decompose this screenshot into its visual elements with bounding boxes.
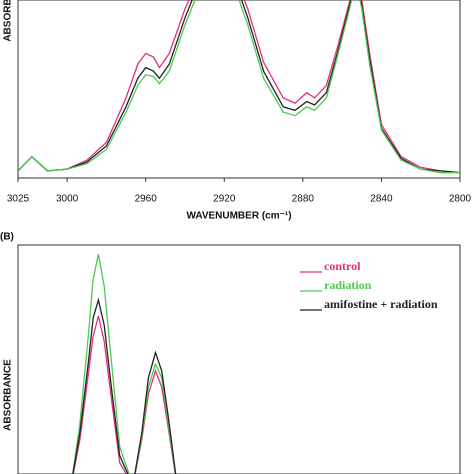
y-axis-label: ABSORB [3,0,14,42]
x-tick-label: 2840 [370,194,393,205]
plot-frame [17,0,461,179]
spectrum-line [18,0,460,174]
legend-label: control [324,259,361,273]
x-tick-label: 3000 [56,194,79,205]
plot-frame [17,244,461,474]
spectrum-line [72,315,177,474]
panel-label: (B) [0,232,14,243]
spectrum-line [72,297,177,474]
plot-lines [71,254,177,474]
x-tick-label: 3025 [7,194,30,205]
legend-label: amifostine + radiation [324,297,438,311]
spectrum-line [18,0,460,174]
spectrum-line [71,254,177,474]
x-tick-label: 2920 [213,194,236,205]
x-tick-label: 2880 [292,194,315,205]
legend-label: radiation [324,278,372,292]
plot-lines [18,0,460,174]
y-axis-label: ABSORBANCE [3,359,14,431]
x-tick-label: 2800 [449,194,472,205]
x-axis-label: WAVENUMBER (cm⁻¹) [186,211,291,222]
x-tick-label: 2960 [135,194,158,205]
spectrum-line [18,0,460,174]
